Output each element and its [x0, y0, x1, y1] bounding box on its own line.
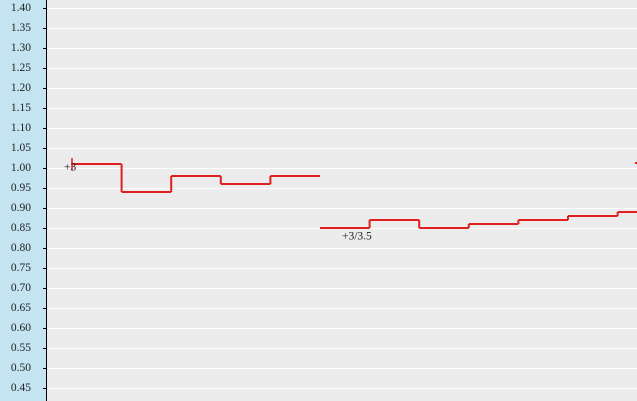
y-tick-label: 1.05 [11, 142, 31, 154]
y-tick-label: 0.60 [11, 322, 31, 334]
annotation: +3 [64, 162, 76, 174]
y-tick-label: 1.30 [11, 42, 31, 54]
y-tick-label: 0.90 [11, 202, 31, 214]
y-tick-label: 1.20 [11, 82, 31, 94]
y-tick-label: 1.35 [11, 22, 31, 34]
y-tick-label: 0.70 [11, 282, 31, 294]
y-tick-label: 1.10 [11, 122, 31, 134]
y-tick-label: 0.50 [11, 362, 31, 374]
annotation: +3/3.5 [342, 231, 372, 243]
y-tick-label: 0.75 [11, 262, 31, 274]
y-tick-label: 0.85 [11, 222, 31, 234]
y-tick-label: 1.40 [11, 2, 31, 14]
y-tick-label: 0.95 [11, 182, 31, 194]
y-tick-label: 0.65 [11, 302, 31, 314]
y-tick-label: 1.00 [11, 162, 31, 174]
y-tick-label: 0.45 [11, 382, 31, 394]
y-tick-label: 1.25 [11, 62, 31, 74]
y-tick-label: 0.55 [11, 342, 31, 354]
y-axis-panel [0, 0, 46, 401]
y-tick-label: 0.80 [11, 242, 31, 254]
y-tick-label: 1.15 [11, 102, 31, 114]
